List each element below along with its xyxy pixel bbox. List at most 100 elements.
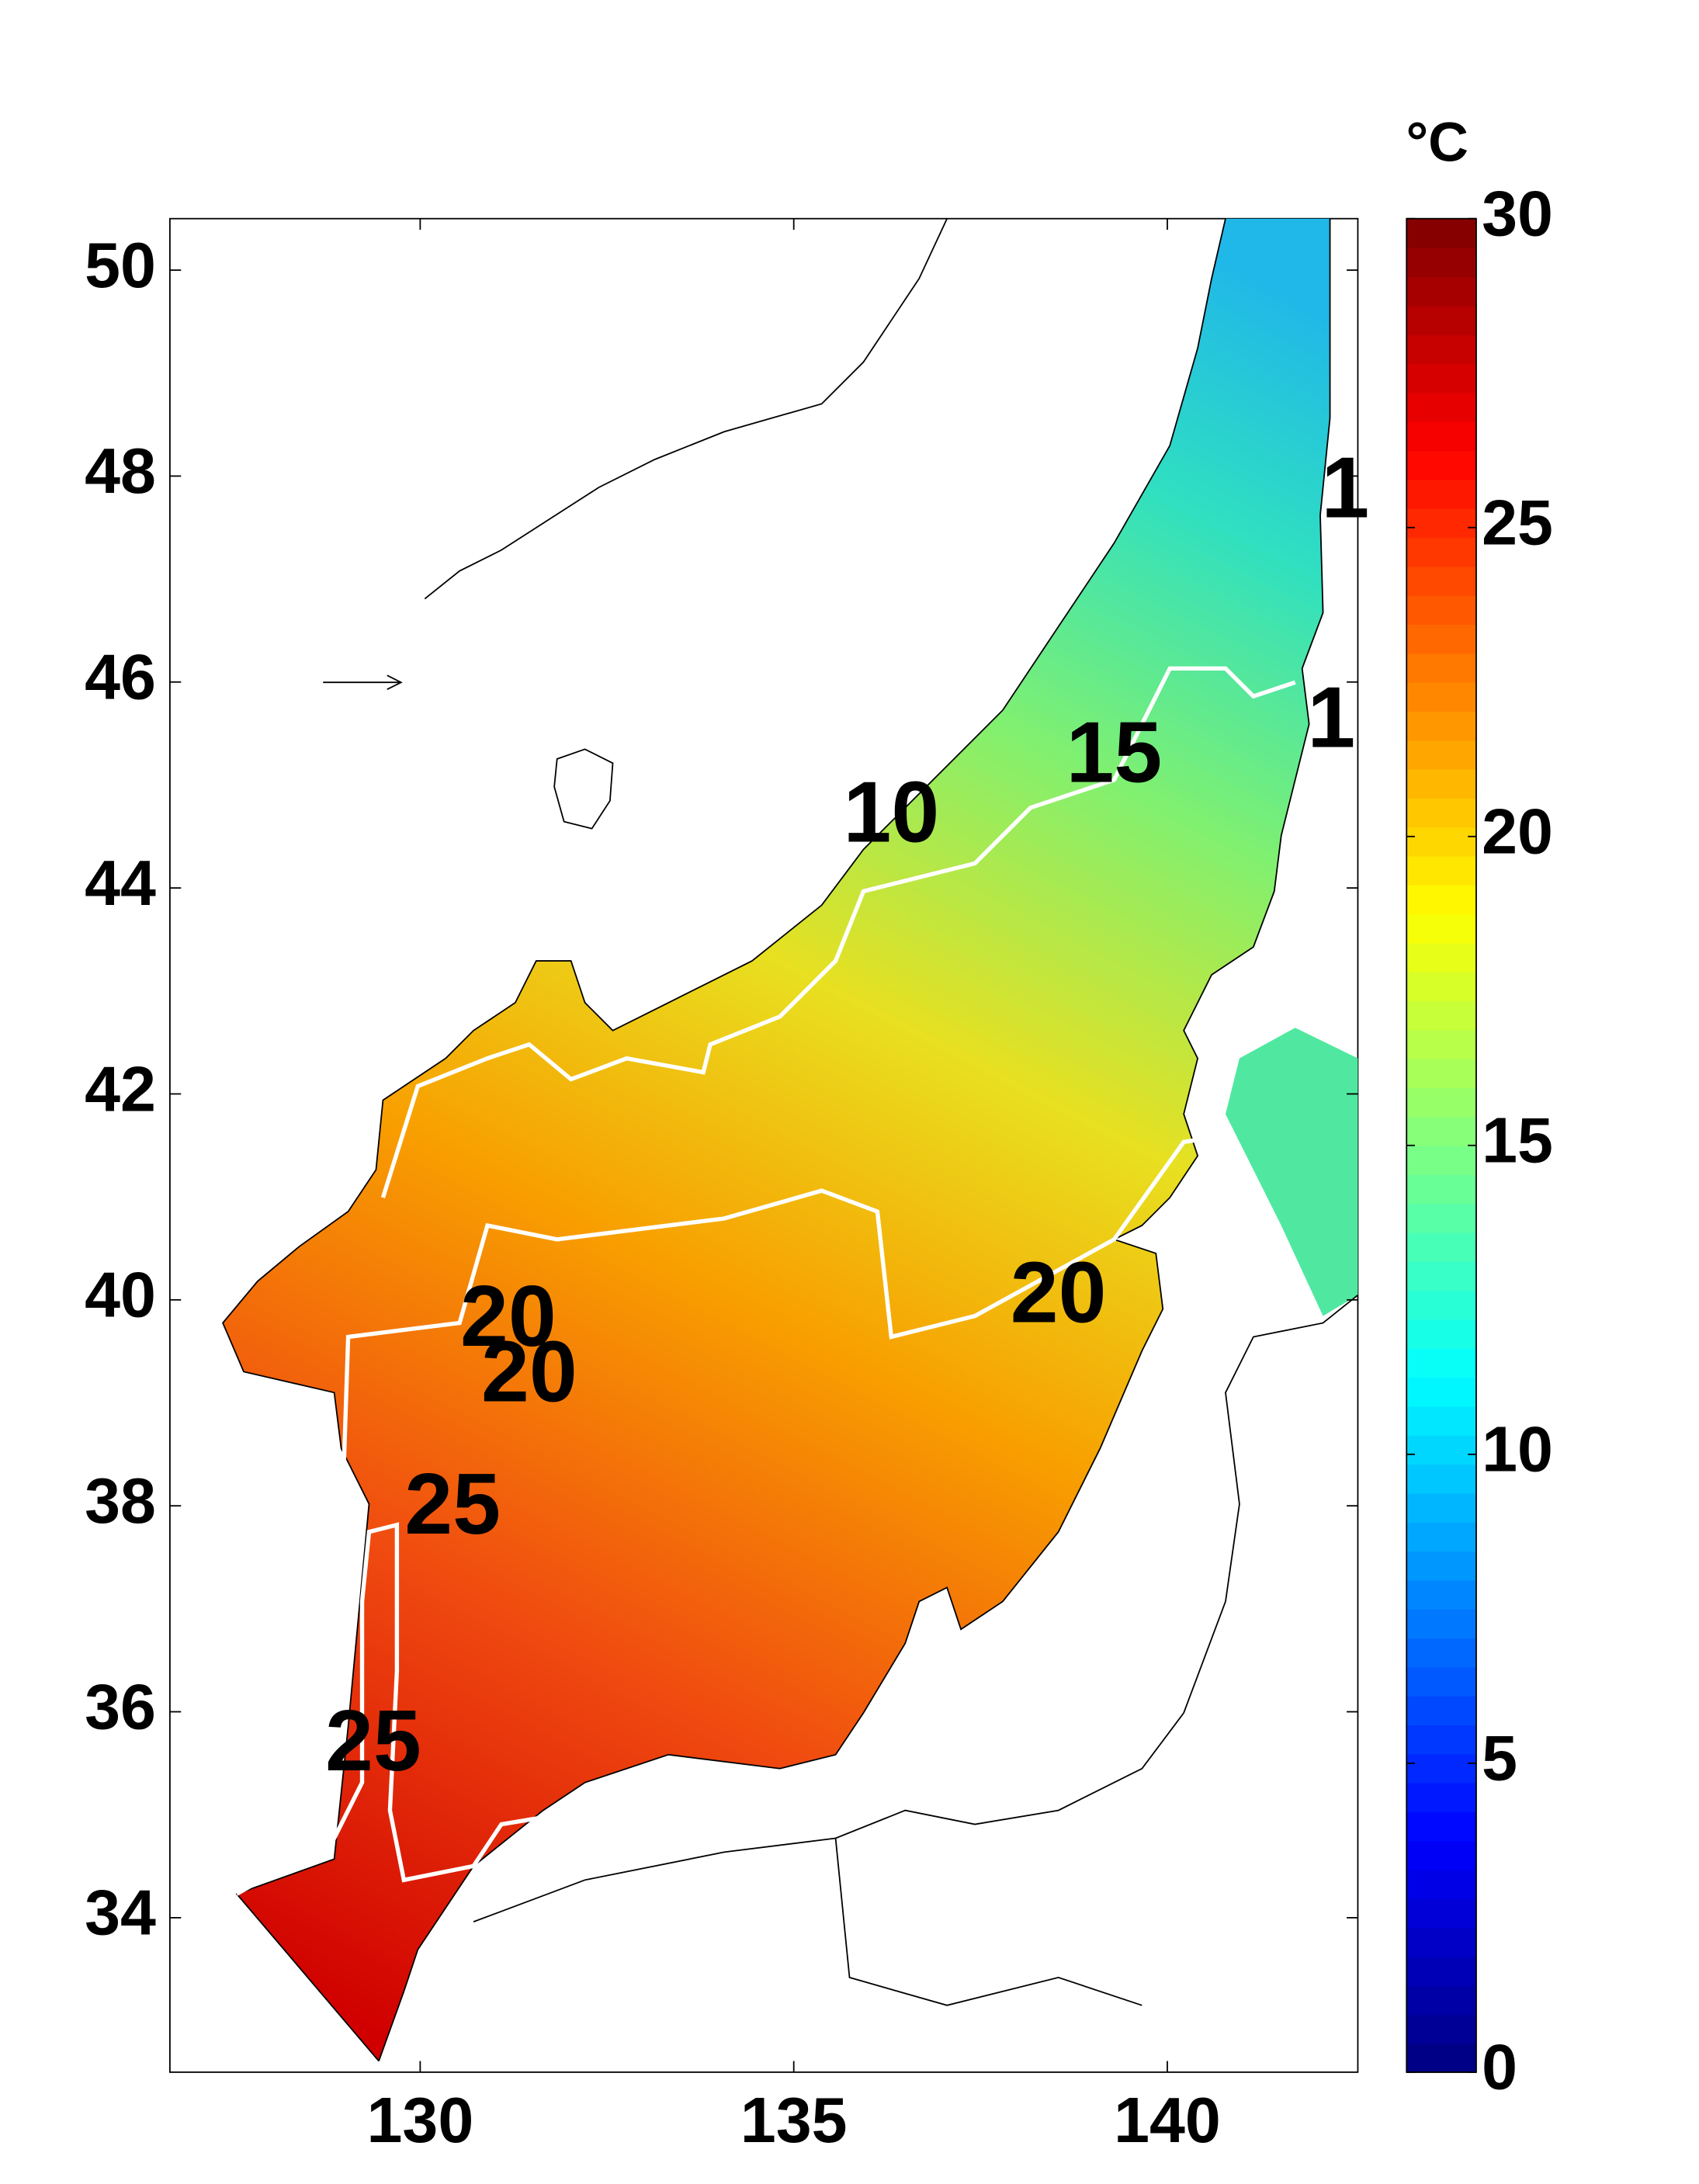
colorbar-segment — [1406, 1725, 1476, 1755]
colorbar-segment — [1406, 1058, 1476, 1089]
colorbar-segment — [1406, 624, 1476, 654]
contour-label: 20 — [1011, 1243, 1107, 1340]
colorbar-segment — [1406, 508, 1476, 539]
colorbar-segment — [1406, 1174, 1476, 1205]
contour-label: 15 — [1066, 703, 1163, 800]
colorbar-segment — [1406, 855, 1476, 886]
colorbar-segment — [1406, 653, 1476, 683]
contour-label: 20 — [481, 1323, 577, 1420]
colorbar-segment — [1406, 218, 1476, 248]
colorbar-segment — [1406, 1116, 1476, 1146]
contour-label: 25 — [325, 1692, 421, 1789]
honshu-coast — [473, 1294, 1359, 2006]
colorbar-segment — [1406, 450, 1476, 480]
colorbar-segment — [1406, 392, 1476, 422]
colorbar-segment — [1406, 1782, 1476, 1812]
colorbar-segment — [1406, 971, 1476, 1002]
colorbar-segment — [1406, 421, 1476, 452]
colorbar-segment — [1406, 1029, 1476, 1059]
colorbar-segment — [1406, 681, 1476, 712]
colorbar-segment — [1406, 1203, 1476, 1233]
sea-coastline — [222, 218, 1331, 2062]
colorbar-segment — [1406, 942, 1476, 972]
colorbar-segment — [1406, 1666, 1476, 1697]
colorbar-segment — [1406, 1087, 1476, 1118]
colorbar-segment — [1406, 1579, 1476, 1610]
colorbar-segment — [1406, 711, 1476, 741]
colorbar-segment — [1406, 1753, 1476, 1784]
colorbar-tick-label: 10 — [1482, 1414, 1553, 1485]
x-tick-label: 130 — [367, 2085, 474, 2156]
colorbar-segment — [1406, 1608, 1476, 1639]
colorbar-segment — [1406, 334, 1476, 365]
colorbar-segment — [1406, 1898, 1476, 1929]
colorbar-segment — [1406, 1434, 1476, 1465]
y-tick-label: 48 — [85, 435, 156, 507]
colorbar-segment — [1406, 1000, 1476, 1031]
colorbar-segment — [1406, 1261, 1476, 1291]
russia-coast — [424, 218, 948, 600]
contour-label: 1 — [1307, 668, 1355, 765]
colorbar-segment — [1406, 1927, 1476, 1957]
colorbar-tick-label: 25 — [1482, 487, 1553, 559]
contour-label: 10 — [843, 763, 939, 860]
colorbar-segment — [1406, 1232, 1476, 1262]
colorbar-segment — [1406, 768, 1476, 799]
y-tick-label: 50 — [85, 230, 156, 301]
colorbar-segment — [1406, 1811, 1476, 1842]
colorbar-segment — [1406, 1406, 1476, 1436]
colorbar-segment — [1406, 1551, 1476, 1581]
colorbar-segment — [1406, 2043, 1476, 2073]
contour-20 — [338, 1132, 1233, 1546]
colorbar-segment — [1406, 1290, 1476, 1320]
colorbar-tick-label: 15 — [1482, 1105, 1553, 1177]
contour-label: 20 — [460, 1267, 557, 1364]
colorbar-segment — [1406, 248, 1476, 278]
colorbar-segment — [1406, 363, 1476, 393]
colorbar-segment — [1406, 884, 1476, 915]
colorbar-segment — [1406, 1464, 1476, 1494]
colorbar-segment — [1406, 1348, 1476, 1378]
reference-arrow-head — [387, 674, 403, 690]
x-tick-label: 140 — [1114, 2085, 1221, 2156]
colorbar-segment — [1406, 1145, 1476, 1176]
x-tick-label: 135 — [740, 2085, 848, 2156]
colorbar-segment — [1406, 1956, 1476, 1986]
contour-label: 25 — [404, 1455, 501, 1552]
colorbar-segment — [1406, 1840, 1476, 1870]
colorbar-tick-label: 5 — [1482, 1723, 1517, 1794]
y-tick-label: 36 — [85, 1671, 156, 1742]
colorbar-segment — [1406, 2014, 1476, 2044]
y-tick-label: 42 — [85, 1053, 156, 1125]
colorbar-tick-label: 20 — [1482, 796, 1553, 868]
contour-15 — [380, 666, 1296, 1198]
contour-25 — [235, 1522, 544, 1896]
y-tick-label: 38 — [85, 1465, 156, 1537]
colorbar-segment — [1406, 1638, 1476, 1668]
colorbar-segment — [1406, 1695, 1476, 1726]
island — [553, 748, 614, 830]
colorbar-segment — [1406, 276, 1476, 307]
colorbar-segment — [1406, 798, 1476, 828]
colorbar-segment — [1406, 1492, 1476, 1523]
colorbar-segment — [1406, 1319, 1476, 1349]
contour-label: 1 — [1321, 439, 1369, 536]
colorbar-segment — [1406, 305, 1476, 335]
pacific-patch — [1225, 1028, 1358, 1316]
colorbar-tick-label: 0 — [1482, 2032, 1517, 2103]
colorbar-segment — [1406, 1521, 1476, 1552]
colorbar-segment — [1406, 537, 1476, 567]
colorbar-segment — [1406, 1985, 1476, 2016]
figure-root: °C 130 135 1403436384042444648501115102020… — [85, 111, 1553, 2156]
colorbar-segment — [1406, 479, 1476, 509]
y-tick-label: 40 — [85, 1260, 156, 1331]
colorbar-segment — [1406, 913, 1476, 944]
colorbar-segment — [1406, 1869, 1476, 1899]
colorbar-tick-label: 30 — [1482, 179, 1553, 250]
y-tick-label: 34 — [85, 1877, 156, 1949]
colorbar-unit: °C — [1406, 111, 1468, 173]
y-tick-label: 46 — [85, 642, 156, 713]
colorbar-segment — [1406, 827, 1476, 857]
colorbar-segment — [1406, 740, 1476, 770]
